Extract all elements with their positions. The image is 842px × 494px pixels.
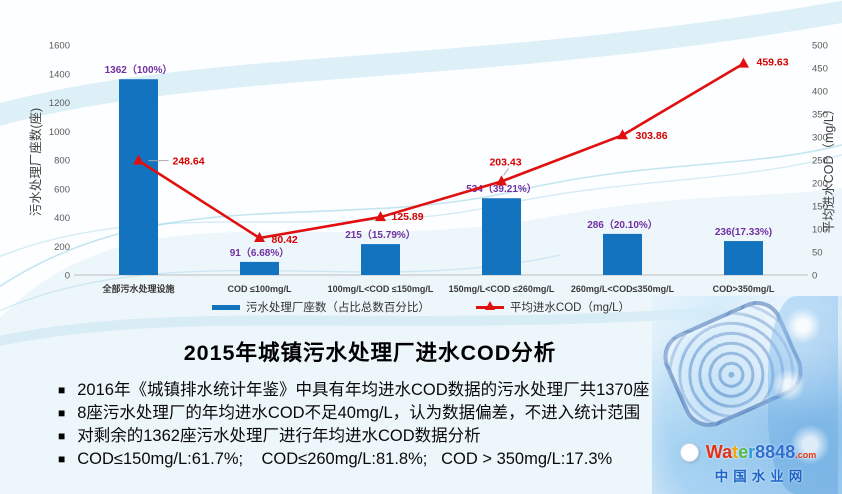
bullet-text: 8座污水处理厂的年均进水COD不足40mg/L，认为数据偏差，不进入统计范围 [77,404,641,422]
line-point-marker [617,129,628,140]
list-item: ■ COD≤150mg/L:61.7%; COD≤260mg/L:81.8%; … [58,448,768,470]
left-axis-tick: 1600 [49,41,70,52]
left-axis-tick: 800 [54,156,70,167]
bar [724,241,763,275]
list-item: ■ 2016年《城镇排水统计年鉴》中具有年均进水COD数据的污水处理厂共1370… [58,379,768,401]
line-point-label: 303.86 [636,130,668,142]
bullet-square-icon: ■ [58,429,66,443]
watermark-logo: Water8848.com 中国水业网 [680,443,836,485]
left-axis-tick: 600 [54,184,70,195]
bar [603,233,642,275]
brand-wordmark: Water8848.com [686,443,836,464]
right-axis-tick: 50 [812,248,823,259]
line-point-marker [133,154,144,165]
line-point-label: 80.42 [272,234,298,246]
bullet-text: COD≤150mg/L:61.7%; COD≤260mg/L:81.8%; CO… [77,450,613,468]
bar-swatch-icon [211,304,240,310]
brand-letter: r [748,442,756,462]
right-axis-tick: 300 [812,133,828,144]
line-point-label: 125.89 [392,211,424,223]
left-axis-tick: 1200 [49,98,70,109]
right-axis-tick: 350 [812,110,828,121]
bar-label: 1362（100%） [105,63,173,76]
bar-label: 286（20.10%） [587,218,658,231]
right-axis-title: 平均进水COD（mg/L） [822,103,836,234]
right-axis-tick: 100 [812,225,828,236]
line-point-marker [496,175,507,186]
water-splash [768,296,838,494]
x-axis-category: COD>350mg/L [713,284,775,294]
line-point-marker [375,211,386,222]
bullet-text: 2016年《城镇排水统计年鉴》中具有年均进水COD数据的污水处理厂共1370座 [77,381,650,399]
page-title: 2015年城镇污水处理厂进水COD分析 [183,341,557,365]
left-axis-tick: 0 [65,271,70,282]
combo-chart: 0 200 400 600 800 1000 1200 1400 1600 0 50 100 150 20… [28,41,836,295]
left-axis-title: 污水处理厂座数(座) [28,108,43,216]
line-swatch-icon [475,301,504,312]
bar-label: 215（15.79%） [345,228,416,241]
x-axis-category: 260mg/L<COD≤350mg/L [571,284,675,294]
x-axis-category: 全部污水处理设施 [101,283,174,294]
line-point-marker [254,232,265,243]
brand-letter: t [732,442,739,462]
right-axis-tick: 400 [812,87,828,98]
bullet-square-icon: ■ [58,383,66,397]
line-point-label: 203.43 [489,156,521,168]
bullet-text: 对剩余的1362座污水处理厂进行年均进水COD数据分析 [77,427,481,445]
brand-letter: 8 [785,442,796,462]
bullet-list: ■ 2016年《城镇排水统计年鉴》中具有年均进水COD数据的污水处理厂共1370… [58,379,768,471]
right-axis-tick: 150 [812,202,828,213]
right-axis-tick: 0 [812,271,817,282]
left-axis-tick: 1400 [49,69,70,80]
water-photo [652,292,842,494]
legend-item-line: 平均进水COD（mg/L） [475,299,631,315]
bar-label: 236(17.33%) [715,227,772,238]
right-axis-tick: 500 [812,41,828,52]
line-point-marker [738,57,749,68]
left-axis-tick: 200 [54,242,70,253]
chart-legend: 污水处理厂座数（占比总数百分比） 平均进水COD（mg/L） [0,297,842,317]
legend-label: 平均进水COD（mg/L） [509,302,631,314]
bullet-square-icon: ■ [58,452,66,466]
left-axis-tick: 400 [54,213,70,224]
x-axis-category: COD ≤100mg/L [228,284,292,294]
label-leader-line [503,168,509,176]
mascot-icon [680,443,699,462]
brand-letter: W [705,442,723,462]
line-point-label: 459.63 [757,57,789,69]
bar [361,244,400,275]
brand-letter: 4 [775,442,786,462]
legend-label: 污水处理厂座数（占比总数百分比） [245,302,430,314]
brand-letter: 8 [755,442,766,462]
bar [240,261,279,275]
legend-item-bars: 污水处理厂座数（占比总数百分比） [211,299,430,315]
brand-letter: 8 [765,442,776,462]
bar [482,198,521,275]
bullet-square-icon: ■ [58,406,66,420]
list-item: ■ 对剩余的1362座污水处理厂进行年均进水COD数据分析 [58,425,768,447]
left-axis-tick: 1000 [49,127,70,138]
right-axis-tick: 250 [812,156,828,167]
dotcom-suffix: .com [795,450,817,460]
brand-letter: e [738,442,749,462]
right-axis-tick: 450 [812,64,828,75]
brand-subtitle: 中国水业网 [714,469,808,484]
x-axis-category: 150mg/L<COD ≤260mg/L [449,284,555,294]
right-axis-tick: 200 [812,179,828,190]
list-item: ■ 8座污水处理厂的年均进水COD不足40mg/L，认为数据偏差，不进入统计范围 [58,402,768,424]
bar [119,79,158,276]
x-axis-category: 100mg/L<COD ≤150mg/L [328,284,434,294]
bar-label: 91（6.68%） [230,246,289,259]
line-series [137,62,745,240]
line-point-label: 248.64 [173,156,205,168]
brand-letter: a [722,442,733,462]
